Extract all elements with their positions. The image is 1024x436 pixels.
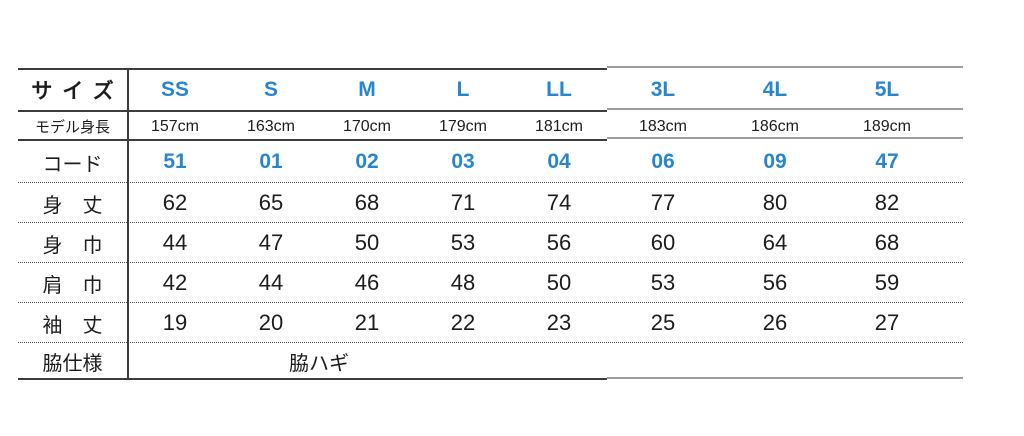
header-4l: 4L — [762, 77, 788, 101]
header-filler — [943, 67, 962, 112]
model-height-label: モデル身長 — [34, 119, 110, 136]
sleeve-length-3l: 25 — [650, 310, 676, 335]
body-width-l: 53 — [450, 230, 476, 255]
dotted-separator-5 — [18, 342, 963, 343]
code-m: 02 — [355, 150, 379, 173]
header-ll: LL — [546, 77, 572, 101]
body-width-s: 47 — [258, 230, 284, 255]
shoulder-width-5l: 59 — [874, 270, 900, 295]
body-width-5l: 68 — [874, 230, 900, 255]
code-3l: 06 — [651, 150, 675, 173]
header-3l: 3L — [650, 77, 676, 101]
code-label: コード — [42, 153, 103, 176]
shoulder-width-ll: 50 — [546, 270, 572, 295]
model-height-m: 170cm — [342, 117, 392, 135]
shoulder-width-3l: 53 — [650, 270, 676, 295]
sleeve-length-m: 21 — [354, 310, 380, 335]
body-width-3l: 60 — [650, 230, 676, 255]
border-bottom-main — [18, 378, 607, 380]
model-height-ss: 157cm — [150, 117, 200, 135]
sleeve-length-l: 22 — [450, 310, 476, 335]
dotted-separator-2 — [18, 222, 963, 223]
sleeve-length-5l: 27 — [874, 310, 900, 335]
header-m: M — [358, 77, 376, 101]
dotted-separator-4 — [18, 302, 963, 303]
body-width-label: 身巾 — [42, 234, 123, 257]
sleeve-length-4l: 26 — [762, 310, 788, 335]
header-ss: SS — [160, 77, 189, 101]
border-top-extended — [607, 66, 963, 68]
model-height-4l: 186cm — [750, 117, 800, 135]
body-length-ll: 74 — [546, 190, 572, 215]
body-length-ss: 62 — [162, 190, 188, 215]
code-5l: 47 — [875, 150, 899, 173]
body-width-4l: 64 — [762, 230, 788, 255]
code-s: 01 — [259, 150, 283, 173]
model-height-3l: 183cm — [638, 117, 688, 135]
model-height-s: 163cm — [246, 117, 296, 135]
header-5l: 5L — [874, 77, 900, 101]
sleeve-length-filler — [943, 303, 962, 343]
body-width-ll: 56 — [546, 230, 572, 255]
body-length-filler — [943, 183, 962, 223]
body-length-4l: 80 — [762, 190, 788, 215]
model-height-5l: 189cm — [862, 117, 912, 135]
shoulder-width-4l: 56 — [762, 270, 788, 295]
dotted-separator-3 — [18, 262, 963, 263]
code-ll: 04 — [547, 150, 571, 173]
body-length-l: 71 — [450, 190, 476, 215]
sleeve-length-s: 20 — [258, 310, 284, 335]
body-length-s: 65 — [258, 190, 284, 215]
header-s: S — [263, 77, 278, 101]
header-l: L — [456, 77, 470, 101]
sleeve-length-ss: 19 — [162, 310, 188, 335]
code-ss: 51 — [163, 150, 187, 173]
shoulder-width-m: 46 — [354, 270, 380, 295]
body-length-label: 身丈 — [42, 194, 123, 217]
border-top-main — [18, 68, 607, 70]
size-column-header: サイズ — [31, 79, 124, 103]
body-width-ss: 44 — [162, 230, 188, 255]
size-chart-table: サイズ SS S M L LL 3L 4L 5L モデル身長 157cm 163… — [18, 67, 962, 380]
shoulder-width-ss: 42 — [162, 270, 188, 295]
body-length-m: 68 — [354, 190, 380, 215]
sleeve-length-ll: 23 — [546, 310, 572, 335]
shoulder-width-l: 48 — [450, 270, 476, 295]
border-below-header-extended — [607, 108, 963, 110]
dotted-separator-1 — [18, 182, 963, 183]
border-label-column — [127, 68, 129, 380]
side-spec-value: 脇ハギ — [289, 353, 349, 375]
model-height-l: 179cm — [438, 117, 488, 135]
code-4l: 09 — [763, 150, 787, 173]
code-l: 03 — [451, 150, 475, 173]
border-bottom-extended — [607, 377, 963, 379]
model-height-ll: 181cm — [534, 117, 584, 135]
border-below-header-main — [18, 110, 607, 112]
shoulder-width-filler — [943, 263, 962, 303]
sleeve-length-label: 袖丈 — [42, 314, 123, 337]
body-width-m: 50 — [354, 230, 380, 255]
body-length-3l: 77 — [650, 190, 676, 215]
body-length-5l: 82 — [874, 190, 900, 215]
border-below-model-height-extended — [607, 137, 963, 139]
code-filler — [943, 141, 962, 183]
shoulder-width-s: 44 — [258, 270, 284, 295]
body-width-filler — [943, 223, 962, 263]
shoulder-width-label: 肩巾 — [42, 274, 123, 297]
side-spec-label: 脇仕様 — [42, 353, 103, 375]
border-below-model-height-main — [18, 139, 607, 141]
